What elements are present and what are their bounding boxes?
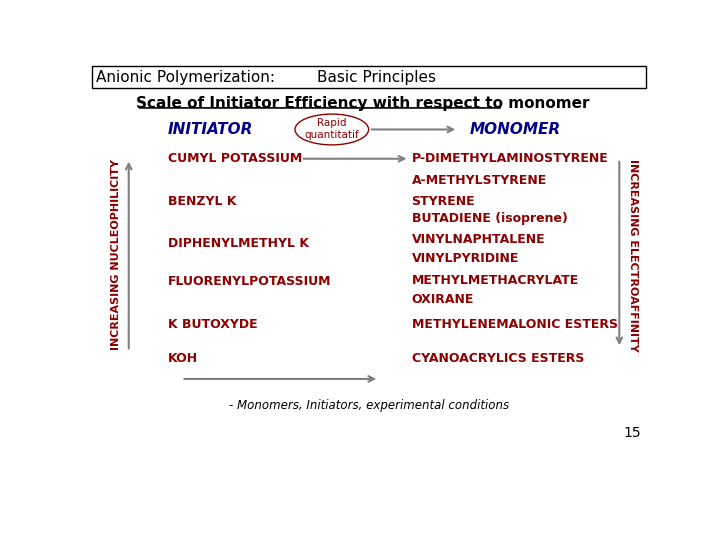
- Text: A-METHYLSTYRENE: A-METHYLSTYRENE: [412, 174, 547, 187]
- Text: OXIRANE: OXIRANE: [412, 293, 474, 306]
- Text: FLUORENYLPOTASSIUM: FLUORENYLPOTASSIUM: [168, 275, 331, 288]
- Text: - Monomers, Initiators, experimental conditions: - Monomers, Initiators, experimental con…: [229, 399, 509, 411]
- Text: VINYLPYRIDINE: VINYLPYRIDINE: [412, 252, 519, 265]
- Text: METHYLENEMALONIC ESTERS: METHYLENEMALONIC ESTERS: [412, 318, 618, 331]
- Text: INITIATOR: INITIATOR: [168, 122, 253, 137]
- Text: CYANOACRYLICS ESTERS: CYANOACRYLICS ESTERS: [412, 353, 584, 366]
- Text: INCREASING ELECTROAFFINITY: INCREASING ELECTROAFFINITY: [628, 159, 637, 352]
- Ellipse shape: [295, 114, 369, 145]
- Text: 15: 15: [624, 426, 642, 440]
- Text: METHYLMETHACRYLATE: METHYLMETHACRYLATE: [412, 274, 579, 287]
- Text: Basic Principles: Basic Principles: [318, 70, 436, 85]
- Text: DIPHENYLMETHYL K: DIPHENYLMETHYL K: [168, 237, 308, 250]
- Text: MONOMER: MONOMER: [469, 122, 561, 137]
- Text: Rapid
quantitatif: Rapid quantitatif: [305, 118, 359, 139]
- Text: STYRENE: STYRENE: [412, 194, 475, 207]
- Text: Anionic Polymerization:: Anionic Polymerization:: [96, 70, 275, 85]
- Text: KOH: KOH: [168, 353, 197, 366]
- Text: K BUTOXYDE: K BUTOXYDE: [168, 318, 257, 331]
- Text: BUTADIENE (isoprene): BUTADIENE (isoprene): [412, 212, 567, 225]
- FancyBboxPatch shape: [91, 66, 647, 88]
- Text: P-DIMETHYLAMINOSTYRENE: P-DIMETHYLAMINOSTYRENE: [412, 152, 608, 165]
- Text: INCREASING NUCLEOPHILICITY: INCREASING NUCLEOPHILICITY: [111, 159, 120, 350]
- Text: Scale of Initiator Efficiency with respect to monomer: Scale of Initiator Efficiency with respe…: [137, 96, 590, 111]
- Text: CUMYL POTASSIUM: CUMYL POTASSIUM: [168, 152, 302, 165]
- Text: BENZYL K: BENZYL K: [168, 194, 236, 207]
- Text: VINYLNAPHTALENE: VINYLNAPHTALENE: [412, 233, 545, 246]
